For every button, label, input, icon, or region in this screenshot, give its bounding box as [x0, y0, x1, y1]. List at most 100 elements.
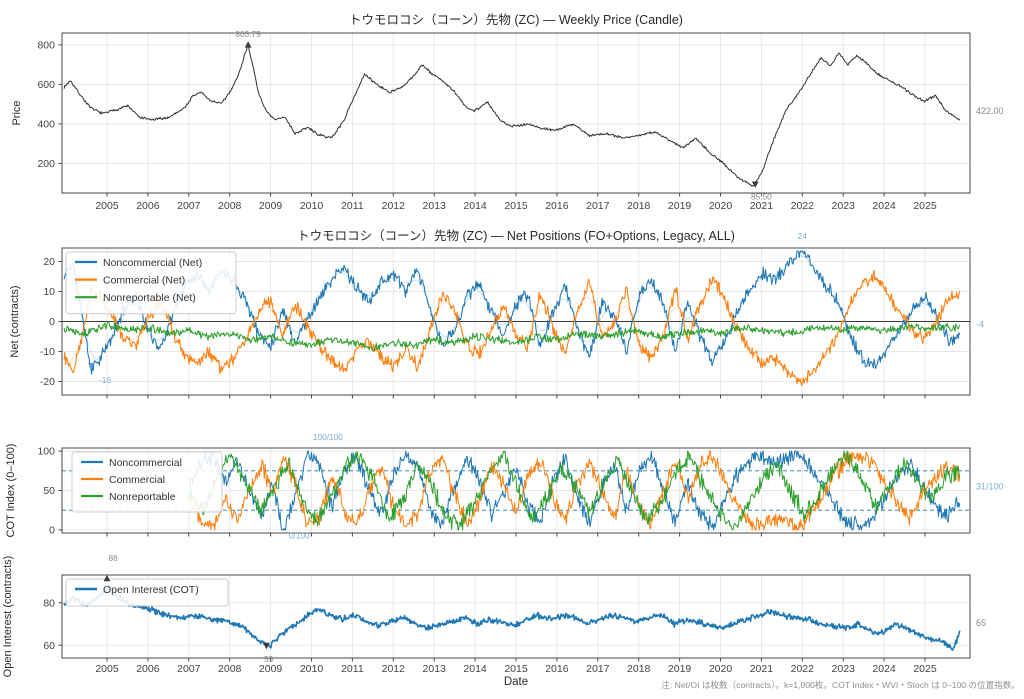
net-positions-chart: -20 -10 0 10 20 Net (contracts) Noncommercial …	[9, 231, 984, 399]
series-group	[63, 44, 961, 187]
series-group	[188, 450, 961, 531]
noncommercial-index-line	[188, 450, 961, 531]
x-tick-label: 2021	[750, 663, 774, 675]
last-value-label: 422.00	[976, 106, 1004, 116]
annotations: 24 -16 -4	[88, 231, 984, 385]
y-tick-label: 60	[43, 640, 55, 652]
x-tick-label: 2005	[95, 663, 119, 675]
legend-label: Nonreportable (Net)	[103, 292, 196, 304]
x-tick-label: 2015	[504, 200, 528, 212]
y-tick-label: 0	[49, 525, 55, 537]
annotation-text: 0/100	[289, 531, 310, 541]
annotation-arrow-up	[244, 41, 252, 48]
x-tick-label: 2023	[832, 200, 856, 212]
y-axis-label: Price	[11, 100, 23, 125]
x-tick-label: 2018	[627, 200, 651, 212]
y-tick-label: 400	[37, 119, 55, 131]
cot-index-chart: 0 50 100 COT Index (0–100) Noncommercial Comm…	[5, 432, 1004, 540]
y-tick-label: 20	[43, 256, 55, 268]
legend-label: Noncommercial	[109, 457, 182, 469]
y-tick-label: -10	[40, 346, 55, 358]
annotation-text: -16	[99, 375, 111, 385]
y-axis-label: Open Interest (contracts)	[2, 556, 14, 678]
x-tick-label: 2017	[586, 663, 610, 675]
open-interest-chart: 2005 2006 2007 2008 2009 2010 2011 2012 2013 2014…	[2, 553, 986, 677]
y-tick-label: 600	[37, 79, 55, 91]
x-tick-label: 2025	[913, 200, 937, 212]
x-tick-label: 2014	[463, 200, 487, 212]
x-tick-label: 2009	[259, 200, 283, 212]
legend: Noncommercial Commercial Nonreportable	[71, 451, 223, 513]
x-tick-label: 2021	[750, 200, 774, 212]
annotation-text: 24	[798, 231, 808, 241]
x-tick-label: 2007	[177, 663, 201, 675]
axis-group: -20 -10 0 10 20 Net (contracts)	[9, 256, 926, 399]
legend-label: Nonreportable	[109, 491, 176, 503]
x-tick-label: 2010	[300, 200, 324, 212]
y-tick-label: 10	[43, 286, 55, 298]
x-tick-label: 2012	[382, 663, 406, 675]
x-tick-label: 2015	[504, 663, 528, 675]
x-tick-label: 2014	[463, 663, 487, 675]
y-tick-label: 0	[49, 316, 55, 328]
legend-label: Commercial (Net)	[103, 274, 185, 286]
x-tick-label: 2018	[627, 663, 651, 675]
annotation-text: 59	[264, 654, 274, 664]
x-tick-label: 2016	[545, 200, 569, 212]
x-tick-label: 2013	[423, 200, 447, 212]
y-tick-label: 200	[37, 158, 55, 170]
annotations: 100/100 0/100 31/100	[289, 432, 1004, 540]
x-tick-label: 2019	[668, 663, 692, 675]
legend-box	[65, 578, 229, 607]
price-chart-title: トウモロコシ（コーン）先物 (ZC) — Weekly Price (Candl…	[349, 13, 683, 27]
x-tick-label: 2011	[341, 200, 364, 212]
x-tick-label: 2006	[136, 200, 160, 212]
price-line	[63, 44, 961, 187]
annotation-arrow-up	[103, 574, 111, 582]
last-value-label: 31/100	[976, 482, 1004, 492]
x-tick-label: 2009	[259, 663, 283, 675]
series-group	[63, 250, 961, 387]
annotation-arrow-down	[263, 642, 270, 650]
annotation-arrow-down	[88, 362, 95, 370]
grid	[62, 33, 970, 193]
net-positions-chart-title: トウモロコシ（コーン）先物 (ZC) — Net Positions (FO+O…	[297, 229, 735, 243]
footnote-text: 注: Net/OI は枚数（contracts）。k=1,000枚。COT In…	[661, 680, 1020, 690]
y-axis-label: COT Index (0–100)	[5, 444, 17, 538]
nonreportable-net-line	[63, 321, 961, 352]
legend-box	[65, 251, 237, 315]
legend-box	[71, 451, 223, 513]
open-interest-line	[63, 583, 961, 651]
x-tick-label: 2022	[791, 663, 815, 675]
price-chart: 2005 2006 2007 2008 2009 2010 2011 2012 2013 2014…	[11, 29, 1004, 212]
x-tick-label: 2016	[545, 663, 569, 675]
legend-label: Open Interest (COT)	[103, 584, 199, 596]
legend: Open Interest (COT)	[65, 578, 229, 607]
x-tick-label: 2025	[913, 663, 937, 675]
y-tick-label: 50	[43, 485, 55, 497]
last-value-label: -4	[976, 320, 984, 330]
x-tick-label: 2023	[832, 663, 856, 675]
axis-group: 2005 2006 2007 2008 2009 2010 2011 2012 2013 2014…	[11, 40, 937, 213]
x-tick-label: 2024	[872, 200, 896, 212]
x-tick-label: 2006	[136, 663, 160, 675]
nonreportable-index-line	[188, 450, 961, 531]
x-tick-label: 2007	[177, 200, 201, 212]
x-tick-label: 2005	[95, 200, 119, 212]
x-tick-label: 2008	[218, 200, 242, 212]
axis-group: 0 50 100 COT Index (0–100)	[5, 444, 926, 538]
annotation-text: 88	[108, 553, 118, 563]
y-axis-label: Net (contracts)	[9, 285, 21, 357]
annotation-text: 100/100	[313, 432, 343, 442]
annotation-arrow-down	[751, 181, 759, 188]
x-tick-label: 2011	[341, 663, 364, 675]
annotations: 88 59 65	[103, 553, 986, 664]
x-tick-label: 2010	[300, 663, 324, 675]
annotation-text: 85:50	[751, 192, 772, 202]
y-tick-label: -20	[40, 376, 55, 388]
annotations: 803.75 85:50 422.00	[235, 29, 1003, 202]
annotation-text: 803.75	[235, 29, 261, 39]
last-value-label: 65	[976, 618, 986, 628]
legend-label: Noncommercial (Net)	[103, 257, 202, 269]
